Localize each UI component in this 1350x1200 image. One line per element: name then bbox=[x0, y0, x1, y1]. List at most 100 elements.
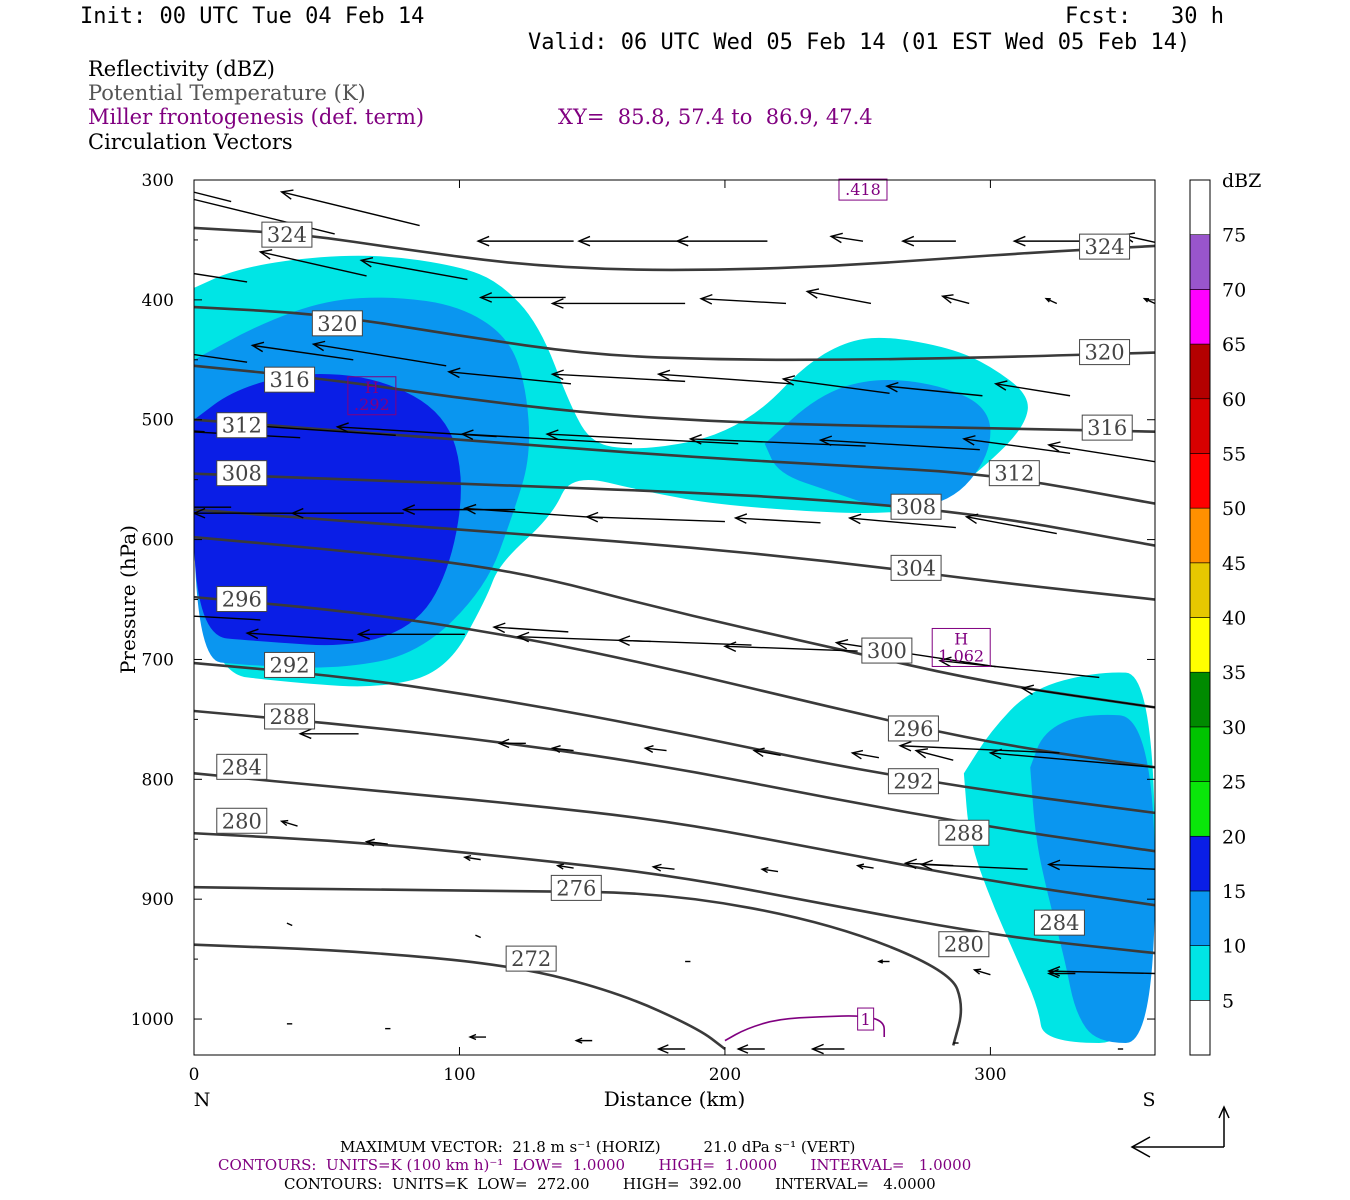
circulation-vector bbox=[857, 864, 874, 869]
colorbar-frame bbox=[1189, 179, 1211, 1056]
circulation-vector bbox=[886, 385, 983, 397]
colorbar-title: dBZ bbox=[1222, 170, 1261, 192]
circulation-vector bbox=[194, 430, 205, 433]
south-label: S bbox=[1142, 1089, 1155, 1111]
legend-reflectivity: Reflectivity (dBZ) bbox=[88, 57, 276, 81]
theta-label-308: 308 bbox=[896, 495, 936, 519]
theta-label-324: 324 bbox=[267, 223, 307, 247]
circulation-vector bbox=[252, 425, 396, 437]
vector-head bbox=[914, 748, 929, 759]
max-vector-note: MAXIMUM VECTOR: 21.8 m s⁻¹ (HORIZ) 21.0 … bbox=[340, 1138, 856, 1156]
frontogenesis-label: 1 bbox=[861, 1010, 871, 1029]
theta-contour-316 bbox=[194, 364, 1155, 434]
vector-head bbox=[993, 380, 1008, 391]
vector-head bbox=[585, 511, 599, 523]
circulation-vector bbox=[1045, 298, 1058, 305]
theta-label-284: 284 bbox=[222, 755, 262, 779]
annotation-box bbox=[931, 627, 991, 667]
vector-head bbox=[847, 513, 862, 525]
theta-label-box bbox=[890, 554, 942, 581]
vector-head bbox=[478, 292, 493, 303]
colorbar-label: 10 bbox=[1222, 936, 1246, 958]
theta-label-box bbox=[216, 460, 268, 487]
circulation-vector bbox=[783, 378, 890, 395]
colorbar-segment bbox=[1189, 453, 1211, 509]
vector-head bbox=[258, 249, 273, 260]
theta-label-box bbox=[216, 412, 268, 439]
theta-label-box bbox=[890, 493, 942, 520]
vector-head bbox=[550, 298, 564, 309]
theta-label-312: 312 bbox=[222, 414, 262, 438]
y-tick-label: 600 bbox=[142, 531, 174, 551]
axes: 0 100 200 300 300 400 500 600 700 800 900 1000 Dista… bbox=[116, 171, 1156, 1111]
theta-label-296: 296 bbox=[893, 717, 933, 741]
theta-label-324: 324 bbox=[1085, 235, 1125, 259]
vector-head bbox=[760, 866, 769, 874]
vector-head bbox=[98, 166, 110, 175]
circulation-vector bbox=[974, 969, 991, 976]
x-tick-label: 0 bbox=[189, 1065, 200, 1085]
colorbar-label: 70 bbox=[1222, 279, 1246, 301]
colorbar-label: 75 bbox=[1222, 225, 1246, 247]
circulation-vector bbox=[653, 866, 675, 870]
vector-head bbox=[574, 1037, 583, 1044]
vector-head bbox=[688, 434, 702, 445]
theta-label-box bbox=[261, 221, 313, 248]
vector-head bbox=[250, 341, 265, 353]
reflectivity-fill bbox=[194, 255, 1155, 1044]
vector-head bbox=[447, 367, 461, 379]
theta-label-288: 288 bbox=[944, 821, 984, 845]
theta-label-280: 280 bbox=[222, 809, 262, 833]
vector-head bbox=[898, 740, 912, 752]
colorbar-segment bbox=[1189, 343, 1211, 400]
vector-head bbox=[335, 422, 349, 433]
circulation-vector bbox=[194, 615, 261, 621]
theta-label-box bbox=[1033, 909, 1085, 936]
vector-head bbox=[279, 189, 294, 200]
vector-head bbox=[1012, 235, 1026, 247]
vector-head bbox=[1020, 684, 1035, 696]
theta-label-296: 296 bbox=[222, 588, 262, 612]
annotation-text: .418 bbox=[845, 180, 881, 199]
colorbar-segment bbox=[1189, 234, 1211, 290]
colorbar-label: 50 bbox=[1222, 498, 1246, 520]
vector-head bbox=[72, 420, 83, 429]
vector-head bbox=[1047, 966, 1061, 977]
vector-head bbox=[364, 838, 375, 847]
theta-label-276: 276 bbox=[556, 876, 596, 900]
colorbar-segment bbox=[1189, 562, 1211, 618]
reference-vector-icon bbox=[1130, 1105, 1230, 1158]
vector-head bbox=[752, 747, 765, 758]
x-axis-label: Distance (km) bbox=[604, 1087, 746, 1111]
y-tick-label: 1000 bbox=[131, 1010, 174, 1030]
circulation-vector bbox=[963, 438, 1071, 454]
circulation-vector bbox=[942, 295, 970, 305]
vector-head bbox=[550, 745, 561, 753]
theta-label-box bbox=[216, 753, 268, 780]
vector-head bbox=[356, 628, 370, 640]
circulation-vector bbox=[820, 439, 980, 451]
vector-head bbox=[516, 631, 530, 643]
contour-labels: 324 324 320 320 316 316 312 312 308 308 304 300 296 2… bbox=[216, 178, 1133, 1031]
theta-contour-324 bbox=[194, 226, 1155, 272]
circulation-vector bbox=[260, 251, 367, 277]
theta-label-316: 316 bbox=[1087, 416, 1127, 440]
colorbar-segment bbox=[1189, 945, 1211, 1001]
colorbar-label: 60 bbox=[1222, 389, 1246, 411]
vector-head bbox=[656, 1044, 669, 1054]
vector-head bbox=[675, 235, 689, 247]
theta-label-272: 272 bbox=[511, 947, 551, 971]
circulation-vector bbox=[247, 632, 354, 641]
colorbar-segment bbox=[1189, 671, 1211, 728]
vector-head bbox=[850, 749, 864, 760]
vector-head bbox=[1047, 441, 1061, 452]
circulation-vector bbox=[1048, 970, 1155, 975]
circulation-vector bbox=[754, 749, 781, 757]
theta-label-292: 292 bbox=[893, 770, 933, 794]
circulation-vector bbox=[900, 745, 1060, 754]
circulation-vectors bbox=[72, 166, 1155, 1055]
circulation-vector bbox=[735, 517, 821, 524]
y-tick-label: 900 bbox=[142, 890, 174, 910]
vector-head bbox=[919, 859, 933, 871]
valid-time: Valid: 06 UTC Wed 05 Feb 14 (01 EST Wed … bbox=[528, 30, 1191, 55]
